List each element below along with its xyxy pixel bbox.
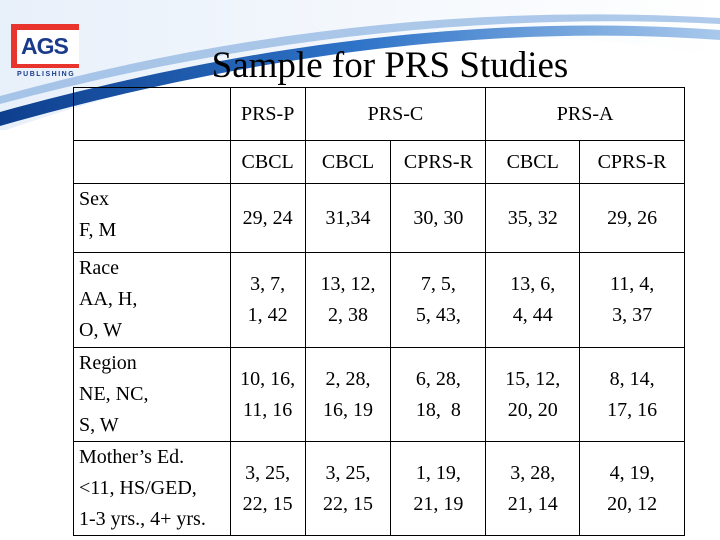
cell-line: 29, 26 <box>607 206 658 229</box>
cell-line: 31,34 <box>325 206 371 229</box>
row-label-region: Region NE, NC, S, W <box>73 347 231 442</box>
cell-line: 4, 44 <box>512 304 553 326</box>
cell-line: 13, 6, <box>510 273 556 295</box>
corner-cell-top <box>73 87 231 141</box>
table-row-mothers-ed: Mother’s Ed. <11, HS/GED, 1-3 yrs., 4+ y… <box>73 441 685 536</box>
row-label-line: <11, HS/GED, <box>79 477 197 499</box>
data-cell: 29, 26 <box>579 183 685 253</box>
logo-subtext: PUBLISHING <box>17 71 76 78</box>
cell-line: 1, 42 <box>247 304 288 326</box>
data-cell: 31,34 <box>304 183 392 253</box>
cell-line: 3, 37 <box>612 304 653 326</box>
group-header-prs-c: PRS-C <box>304 87 487 141</box>
cell-line: 20, 12 <box>607 492 658 515</box>
data-cell: 10, 16, 11, 16 <box>229 347 306 442</box>
sub-header-cell: CBCL <box>304 140 392 184</box>
data-cell: 13, 6, 4, 44 <box>485 252 581 348</box>
row-label-line: F, M <box>79 219 117 241</box>
data-cell: 35, 32 <box>485 183 581 253</box>
cell-line: 2, 38 <box>328 304 369 326</box>
data-cell: 3, 25, 22, 15 <box>304 441 392 536</box>
cell-line: 30, 30 <box>413 206 464 229</box>
cell-line: 3, 25, <box>325 461 371 484</box>
cell-line: 21, 14 <box>507 492 558 515</box>
row-label-line: Race <box>79 257 119 279</box>
table-row-race: Race AA, H, O, W 3, 7, 1, 42 13, 12, 2, 38… <box>73 252 685 348</box>
cell-line: 17, 16 <box>607 398 658 421</box>
row-label-line: Sex <box>79 188 109 210</box>
data-cell: 4, 19, 20, 12 <box>579 441 685 536</box>
group-header-prs-a: PRS-A <box>485 87 685 141</box>
cell-line: 6, 28, <box>415 367 461 390</box>
data-cell: 7, 5, 5, 43, <box>390 252 487 348</box>
cell-line: 15, 12, <box>505 367 561 390</box>
cell-line: 13, 12, <box>320 273 376 295</box>
sub-header-cell: CPRS-R <box>390 140 487 184</box>
cell-line: 2, 28, <box>325 367 371 390</box>
group-header-prs-p: PRS-P <box>229 87 306 141</box>
data-cell: 3, 25, 22, 15 <box>229 441 306 536</box>
row-label-line: O, W <box>79 319 122 341</box>
cell-line: 10, 16, <box>240 367 296 390</box>
data-cell: 1, 19, 21, 19 <box>390 441 487 536</box>
sample-table: PRS-P PRS-C PRS-A CBCL CBCL CPRS-R CBCL … <box>73 87 685 536</box>
logo-white-panel <box>17 30 79 64</box>
cell-line: 11, 4, <box>609 273 655 295</box>
data-cell: 11, 4, 3, 37 <box>579 252 685 348</box>
header-wave-band <box>0 0 720 130</box>
cell-line: 3, 7, <box>250 273 286 295</box>
table-row-sex: Sex F, M 29, 24 31,34 30, 30 35, 32 29, … <box>73 183 685 253</box>
cell-line: 22, 15 <box>323 492 374 515</box>
cell-line: 5, 43, <box>415 304 461 326</box>
cell-line: 8, 14, <box>609 367 655 390</box>
cell-line: 7, 5, <box>420 273 456 295</box>
row-label-race: Race AA, H, O, W <box>73 252 231 348</box>
cell-line: 20, 20 <box>507 398 558 421</box>
data-cell: 13, 12, 2, 38 <box>304 252 392 348</box>
row-label-line: Region <box>79 352 137 374</box>
cell-line: 35, 32 <box>507 206 558 229</box>
sub-header-cell: CBCL <box>485 140 581 184</box>
row-label-line: S, W <box>79 414 119 436</box>
cell-line: 3, 28, <box>510 461 556 484</box>
logo-wordmark: AGS <box>21 33 69 59</box>
row-label-mothers-ed: Mother’s Ed. <11, HS/GED, 1-3 yrs., 4+ y… <box>73 441 231 536</box>
data-cell: 30, 30 <box>390 183 487 253</box>
data-cell: 6, 28, 18, 8 <box>390 347 487 442</box>
data-cell: 8, 14, 17, 16 <box>579 347 685 442</box>
data-cell: 2, 28, 16, 19 <box>304 347 392 442</box>
cell-line: 3, 25, <box>245 461 291 484</box>
row-label-line: NE, NC, <box>79 383 149 405</box>
cell-line: 11, 16 <box>243 398 293 421</box>
data-cell: 15, 12, 20, 20 <box>485 347 581 442</box>
cell-line: 18, 8 <box>415 398 461 421</box>
group-header-row: PRS-P PRS-C PRS-A <box>73 87 685 141</box>
data-cell: 29, 24 <box>229 183 306 253</box>
table-row-region: Region NE, NC, S, W 10, 16, 11, 16 2, 28,… <box>73 347 685 442</box>
cell-line: 1, 19, <box>415 461 461 484</box>
cell-line: 29, 24 <box>242 206 293 229</box>
row-label-sex: Sex F, M <box>73 183 231 253</box>
slide-title: Sample for PRS Studies <box>211 45 569 86</box>
data-cell: 3, 7, 1, 42 <box>229 252 306 348</box>
row-label-line: AA, H, <box>79 288 138 310</box>
cell-line: 22, 15 <box>242 492 293 515</box>
cell-line: 21, 19 <box>413 492 464 515</box>
sub-header-row: CBCL CBCL CPRS-R CBCL CPRS-R <box>73 140 685 184</box>
cell-line: 4, 19, <box>609 461 655 484</box>
cell-line: 16, 19 <box>323 398 374 421</box>
sub-header-cell: CBCL <box>229 140 306 184</box>
row-label-line: Mother’s Ed. <box>79 446 185 468</box>
data-cell: 3, 28, 21, 14 <box>485 441 581 536</box>
corner-cell-bottom <box>73 140 231 184</box>
row-label-line: 1-3 yrs., 4+ yrs. <box>79 508 206 530</box>
sub-header-cell: CPRS-R <box>579 140 685 184</box>
